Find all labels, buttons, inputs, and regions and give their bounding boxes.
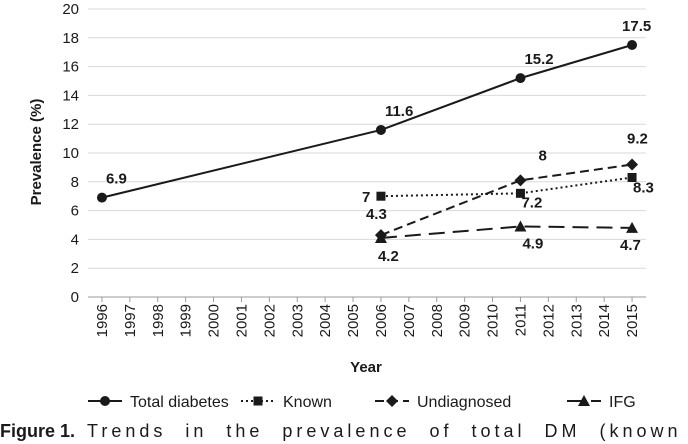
series-line-known [380,176,633,198]
line-chart: 0 2 4 6 8 10 12 14 16 18 20 1996 1997 1998 1999 2000 20… [28,1,654,411]
y-tick-label: 8 [71,174,79,191]
series-line-undiagnosed [380,163,633,237]
x-tick-label: 2013 [568,304,585,337]
y-axis-title: Prevalence (%) [28,99,45,206]
x-tick-label: 2008 [429,304,446,337]
data-point-undiagnosed [626,158,639,171]
x-tick-label: 2009 [457,304,474,337]
x-tick-label: 2002 [261,304,278,337]
x-tick-label: 2000 [206,304,223,337]
x-axis-title: Year [350,359,382,376]
x-tick-label: 2001 [233,304,250,337]
data-label-known: 7 [362,189,370,206]
data-label-ifg: 4.2 [378,248,399,265]
data-point-known [627,172,637,182]
series-total-diabetes [96,40,638,203]
legend-item-undiagnosed: Undiagnosed [375,394,511,411]
x-tick-label: 2005 [345,304,362,337]
legend-marker-ifg [578,395,590,406]
legend-item-known: Known [241,394,332,411]
x-tick-label: 2003 [289,304,306,337]
data-point-undiagnosed [514,174,527,187]
y-tick-label: 12 [62,116,79,133]
data-labels: 6.9 11.6 15.2 17.5 7 7.2 8.3 4.3 8 9.2 4.2 4.9 4.7 [106,18,654,265]
data-label-total-diabetes: 6.9 [106,171,127,188]
series-line-total-diabetes [101,44,633,199]
y-tick-label: 6 [71,203,79,220]
x-tick-label: 1997 [122,304,139,337]
figure-caption-text: Trends in the prevalence of total DM (kn… [87,421,688,441]
data-point-total-diabetes [375,124,386,135]
data-point-ifg [374,231,387,243]
data-label-ifg: 4.9 [522,235,543,252]
data-point-ifg [626,221,639,233]
legend-label: Total diabetes [130,394,229,411]
data-label-undiagnosed: 8 [538,147,546,164]
y-tick-label: 2 [71,260,79,277]
figure-caption: Figure 1. Trends in the prevalence of tot… [0,418,688,444]
data-label-total-diabetes: 11.6 [385,103,413,120]
data-point-total-diabetes [627,40,638,50]
data-point-ifg [514,220,527,232]
series-known [376,172,637,201]
legend-marker-total-diabetes [100,396,110,406]
legend-label: Undiagnosed [417,394,511,411]
x-tick-label: 2015 [624,304,641,337]
x-tick-label: 2004 [317,304,334,337]
data-point-known [376,191,386,201]
legend-label: IFG [609,394,636,411]
legend-label: Known [283,394,332,411]
data-point-known [515,188,525,198]
y-tick-label: 16 [62,59,79,76]
x-tick-label: 2007 [401,304,418,337]
data-point-total-diabetes [96,192,107,203]
figure-caption-label: Figure 1. [0,421,76,441]
data-label-known: 8.3 [633,179,654,196]
y-tick-label: 10 [62,145,79,162]
data-label-undiagnosed: 9.2 [627,131,648,148]
x-tick-label: 2014 [596,304,613,337]
y-tick-label: 14 [62,87,79,104]
data-label-undiagnosed: 4.3 [366,206,387,223]
x-tick-label: 2011 [512,304,529,336]
y-tick-label: 0 [71,289,79,306]
data-label-known: 7.2 [521,194,542,211]
legend: Total diabetes Known Undiagnosed IFG [88,394,636,411]
x-tick-label: 1999 [178,304,195,337]
data-label-total-diabetes: 15.2 [524,51,553,68]
series-layer [96,40,639,243]
series-line-ifg [380,225,633,239]
x-tick-label: 1996 [94,304,111,337]
gridlines [88,8,646,298]
x-tick-label: 2012 [540,304,557,337]
series-ifg [374,220,639,243]
y-tick-label: 20 [62,1,79,18]
x-axis-ticks: 1996 1997 1998 1999 2000 2001 2002 2003 2004 2005… [94,297,641,337]
legend-item-ifg: IFG [567,394,636,411]
y-axis-ticks: 0 2 4 6 8 10 12 14 16 18 20 [62,1,79,306]
x-tick-label: 2006 [373,304,390,337]
data-label-total-diabetes: 17.5 [622,18,651,35]
data-point-total-diabetes [515,73,526,84]
legend-item-total-diabetes: Total diabetes [88,394,229,411]
series-undiagnosed [374,158,639,242]
legend-marker-undiagnosed [386,395,398,407]
data-label-ifg: 4.7 [620,237,641,254]
legend-marker-known [253,396,263,406]
y-tick-label: 4 [71,231,79,248]
x-tick-label: 2010 [485,304,502,337]
x-tick-label: 1998 [150,304,167,337]
y-tick-label: 18 [62,30,79,47]
